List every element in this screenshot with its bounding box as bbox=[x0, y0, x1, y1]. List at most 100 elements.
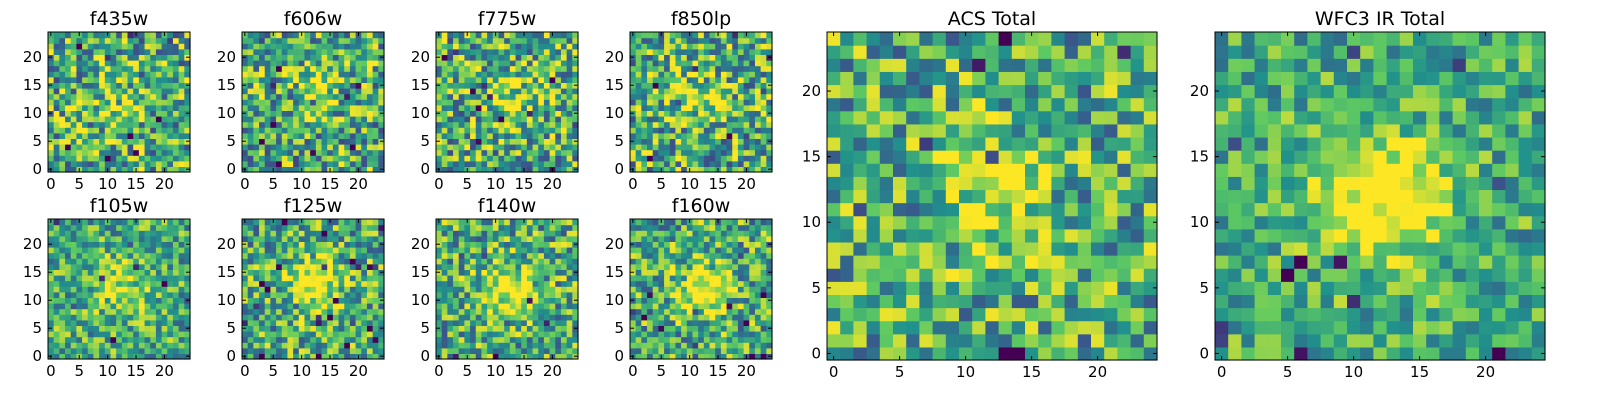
heatmap-cell bbox=[104, 144, 112, 151]
heatmap-cell bbox=[253, 149, 260, 156]
heatmap-cell bbox=[641, 104, 648, 111]
heatmap-cell bbox=[698, 336, 705, 343]
heatmap-cell bbox=[281, 127, 289, 134]
heatmap-cell bbox=[630, 291, 637, 298]
heatmap-cell bbox=[332, 155, 340, 162]
axes-frame bbox=[241, 218, 385, 360]
heatmap-cell bbox=[167, 93, 174, 100]
heatmap-cell bbox=[361, 93, 368, 100]
heatmap-cell bbox=[121, 325, 129, 332]
heatmap-cell bbox=[549, 104, 556, 111]
heatmap-cell bbox=[264, 32, 271, 39]
heatmap-cell bbox=[276, 155, 283, 162]
heatmap-cell bbox=[515, 224, 522, 231]
heatmap-cell bbox=[82, 65, 89, 72]
x-tick-label: 0 bbox=[240, 175, 250, 193]
heatmap-cell bbox=[647, 82, 654, 89]
heatmap-cell bbox=[475, 303, 483, 310]
heatmap-cell bbox=[48, 104, 55, 111]
heatmap-cell bbox=[658, 149, 665, 156]
heatmap-cell bbox=[298, 127, 306, 134]
heatmap-cell bbox=[366, 76, 374, 83]
heatmap-cell bbox=[732, 160, 739, 167]
heatmap-cell bbox=[304, 160, 311, 167]
heatmap-cell bbox=[121, 224, 129, 231]
heatmap-cell bbox=[361, 160, 368, 167]
heatmap-cell bbox=[310, 132, 317, 139]
heatmap-cell bbox=[475, 110, 483, 117]
heatmap-cell bbox=[378, 76, 385, 83]
heatmap-cell bbox=[99, 280, 106, 287]
heatmap-cell bbox=[760, 275, 767, 282]
heatmap-cell bbox=[572, 155, 579, 162]
heatmap-cell bbox=[475, 160, 483, 167]
heatmap-cell bbox=[366, 353, 374, 360]
heatmap-cell bbox=[509, 82, 517, 89]
heatmap-cell bbox=[167, 247, 174, 254]
heatmap-cell bbox=[116, 132, 123, 139]
heatmap-cell bbox=[349, 286, 357, 293]
heatmap-cell bbox=[116, 99, 123, 106]
heatmap-cell bbox=[321, 263, 328, 270]
heatmap-cell bbox=[270, 138, 277, 145]
heatmap-cell bbox=[521, 138, 528, 145]
heatmap-cell bbox=[737, 347, 745, 354]
heatmap-cell bbox=[82, 166, 89, 173]
heatmap-cell bbox=[293, 241, 300, 248]
heatmap-cell bbox=[715, 88, 722, 95]
heatmap-cell bbox=[332, 104, 340, 111]
heatmap-cell bbox=[361, 230, 368, 237]
heatmap-cell bbox=[754, 303, 762, 310]
heatmap-cell bbox=[464, 235, 471, 242]
heatmap-cell bbox=[99, 149, 106, 156]
heatmap-cell bbox=[453, 297, 460, 304]
heatmap-cell bbox=[498, 263, 505, 270]
heatmap-cell bbox=[647, 291, 654, 298]
y-tick-label: 15 bbox=[23, 76, 42, 94]
heatmap-cell bbox=[99, 138, 106, 145]
heatmap-cell bbox=[247, 308, 254, 315]
heatmap-cell bbox=[760, 286, 767, 293]
heatmap-cell bbox=[93, 155, 100, 162]
heatmap-cell bbox=[475, 37, 483, 44]
heatmap-cell bbox=[298, 258, 306, 265]
heatmap-cell bbox=[543, 37, 551, 44]
heatmap-cell bbox=[99, 88, 106, 95]
heatmap-cell bbox=[681, 155, 688, 162]
x-tick-label: 10 bbox=[292, 362, 311, 380]
heatmap-cell bbox=[155, 110, 163, 117]
heatmap-cell bbox=[93, 48, 100, 55]
heatmap-cell bbox=[453, 76, 460, 83]
heatmap-cell bbox=[321, 160, 328, 167]
heatmap-cell bbox=[572, 37, 579, 44]
heatmap-cell bbox=[321, 336, 328, 343]
heatmap-cell bbox=[48, 258, 55, 265]
heatmap-cell bbox=[453, 303, 460, 310]
heatmap-cell bbox=[509, 104, 517, 111]
heatmap-cell bbox=[87, 166, 95, 173]
heatmap-cell bbox=[332, 331, 340, 338]
heatmap-cell bbox=[737, 291, 745, 298]
heatmap-cell bbox=[53, 336, 60, 343]
heatmap-cell bbox=[720, 342, 728, 349]
heatmap-cell bbox=[487, 132, 494, 139]
heatmap-cell bbox=[270, 99, 277, 106]
heatmap-cell bbox=[161, 241, 168, 248]
heatmap-cell bbox=[647, 319, 654, 326]
heatmap-cell bbox=[144, 144, 151, 151]
y-tick-label: 10 bbox=[23, 104, 42, 122]
heatmap-cell bbox=[53, 331, 60, 338]
heatmap-cell bbox=[543, 32, 551, 39]
heatmap-cell bbox=[475, 48, 483, 55]
heatmap-cell bbox=[59, 325, 66, 332]
heatmap-cell bbox=[253, 336, 260, 343]
heatmap-cell bbox=[167, 48, 174, 55]
heatmap-cell bbox=[709, 160, 716, 167]
heatmap-cell bbox=[658, 138, 665, 145]
heatmap-cell bbox=[458, 286, 465, 293]
heatmap-cell bbox=[635, 286, 642, 293]
heatmap-cell bbox=[144, 342, 151, 349]
heatmap-cell bbox=[492, 336, 500, 343]
heatmap-cell bbox=[70, 252, 77, 259]
heatmap-cell bbox=[110, 347, 117, 354]
